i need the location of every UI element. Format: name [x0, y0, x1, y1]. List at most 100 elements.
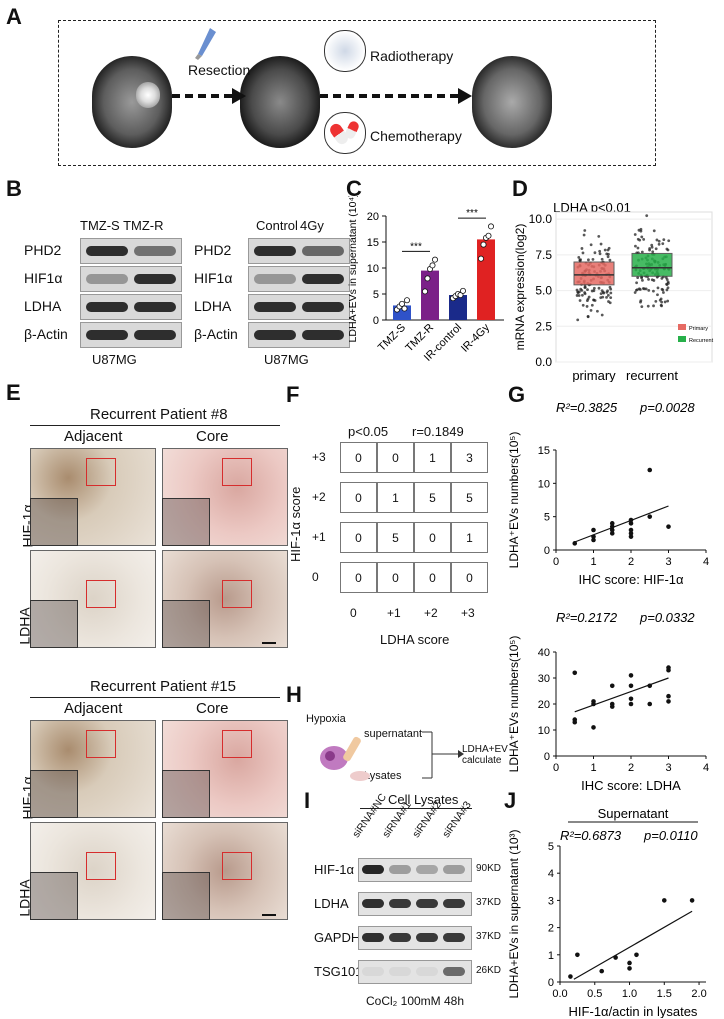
blot-b-band — [254, 274, 296, 284]
scatter-x-tick-label: 2 — [628, 556, 634, 568]
c-y-tick-label: 0 — [373, 315, 379, 327]
h-lysates-label: Lysates — [364, 770, 402, 782]
d-point — [586, 315, 590, 319]
scatter-x-label: IHC score: HIF-1α — [578, 572, 684, 587]
panel-label-b: B — [6, 176, 22, 201]
scatter-x-tick-label: 3 — [665, 556, 671, 568]
scatter-point — [591, 527, 596, 533]
i-header: Cell Lysates — [388, 792, 459, 807]
f-cell: 0 — [414, 562, 451, 593]
d-point — [581, 293, 584, 297]
chart-g2: R²=0.2172 p=0.0332 0 10 20 30 40 0 1 2 3 4 IHC score… — [507, 610, 709, 793]
f-row-label: 0 — [312, 570, 319, 584]
scatter-x-label: IHC score: LDHA — [581, 778, 681, 793]
scatter-point — [609, 521, 615, 526]
c-point — [424, 275, 431, 282]
d-point — [580, 247, 584, 250]
d-y-tick-label: 7.5 — [535, 248, 552, 262]
c-point — [404, 297, 411, 304]
e-roi-box — [222, 580, 252, 608]
e-roi-box — [86, 730, 116, 758]
scatter-point — [628, 701, 634, 707]
blot-b-band — [254, 246, 296, 256]
d-point — [667, 239, 671, 243]
scatter-x-tick-label: 0 — [553, 762, 559, 774]
blot-b-protein-label: β-Actin — [24, 326, 68, 342]
e-col-core: Core — [196, 700, 229, 717]
d-y-tick-label: 5.0 — [535, 284, 552, 298]
d-point — [598, 249, 602, 253]
scatter-point — [661, 898, 667, 903]
scatter-r2: R²=0.3825 — [556, 400, 618, 415]
i-size-label: 37KD — [476, 897, 502, 908]
d-point — [606, 293, 610, 297]
d-point — [635, 281, 638, 285]
d-x-tick-label: recurrent — [626, 368, 678, 382]
f-cell: 0 — [340, 482, 377, 513]
d-point — [606, 255, 610, 259]
i-band — [389, 967, 411, 976]
e-roi-box — [86, 458, 116, 486]
d-point — [659, 303, 663, 307]
i-band — [443, 933, 465, 942]
panel-label-d: D — [512, 176, 528, 201]
d-point — [609, 296, 613, 300]
e-inset — [30, 872, 78, 920]
blot-b-protein-label: HIF1α — [194, 270, 233, 286]
e-inset — [162, 600, 210, 648]
f-cell: 3 — [451, 442, 488, 473]
e-title-line — [30, 697, 280, 698]
f-col-label: +2 — [424, 606, 438, 620]
scatter-x-tick-label: 2 — [628, 762, 634, 774]
d-point — [637, 228, 641, 232]
blot-b-band — [302, 274, 344, 284]
d-point — [598, 252, 602, 256]
d-point — [640, 305, 644, 309]
d-point — [597, 286, 601, 290]
scatter-fit-line — [573, 910, 693, 980]
blot-b-band — [134, 246, 176, 256]
f-row-label: +3 — [312, 450, 326, 464]
d-point — [585, 305, 589, 308]
chemotherapy-icon — [324, 112, 366, 154]
c-point — [422, 288, 429, 295]
d-point — [587, 258, 590, 262]
blot-b-band — [254, 302, 296, 312]
scatter-point — [627, 966, 632, 971]
d-point — [656, 293, 659, 297]
i-protein-label: HIF-1α — [314, 862, 355, 877]
i-band — [443, 899, 465, 908]
f-cell: 0 — [340, 562, 377, 593]
f-cell: 1 — [451, 522, 488, 553]
e-scale-bar — [262, 914, 276, 916]
f-row-label: +1 — [312, 530, 326, 544]
f-cell: 5 — [451, 482, 488, 513]
d-point — [592, 286, 596, 290]
c-point — [399, 300, 406, 307]
blot-b-cell-line-right: U87MG — [264, 352, 309, 367]
d-point — [605, 296, 608, 299]
f-col-label: 0 — [350, 606, 357, 620]
scatter-point — [628, 531, 634, 536]
d-point — [590, 303, 594, 307]
d-point — [608, 258, 612, 262]
d-point — [640, 250, 644, 254]
e-col-adjacent: Adjacent — [64, 428, 123, 445]
d-point — [590, 289, 594, 293]
f-cell: 1 — [377, 482, 414, 513]
chart-g1: R²=0.3825 p=0.0028 0 5 10 15 0 1 2 3 4 IHC score: H… — [507, 400, 709, 587]
i-size-label: 90KD — [476, 863, 502, 874]
blot-b-protein-label: PHD2 — [24, 242, 62, 258]
d-point — [641, 287, 645, 290]
d-x-tick-label: primary — [572, 368, 616, 382]
c-sig-label: *** — [466, 208, 478, 219]
f-col-label: +1 — [387, 606, 401, 620]
d-point — [646, 304, 650, 308]
blot-b-band — [86, 330, 128, 340]
scatter-x-tick-label: 1 — [590, 556, 596, 568]
tube-icon — [343, 736, 361, 762]
d-point — [663, 300, 667, 304]
d-point — [666, 299, 670, 303]
d-point — [662, 238, 666, 242]
i-band — [416, 967, 438, 976]
